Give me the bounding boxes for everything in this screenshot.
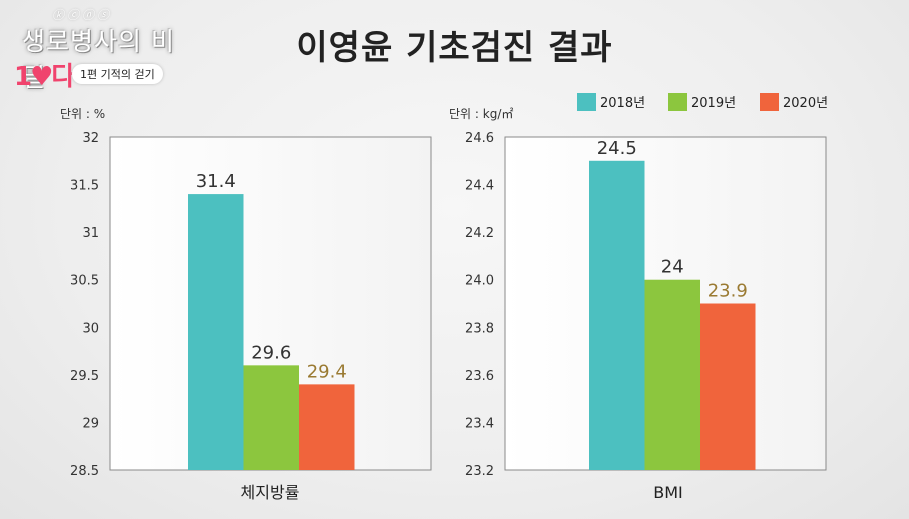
y-axis-ticks: 24.6 24.4 24.2 24.0 23.8 23.6 23.4 23.2 — [465, 131, 494, 479]
y-tick-label: 29 — [82, 416, 99, 431]
y-tick-label: 23.2 — [465, 464, 494, 479]
data-labels: 31.4 29.6 29.4 — [196, 171, 347, 382]
bar-2020년 — [700, 303, 756, 470]
bar-2018년 — [589, 160, 645, 471]
chart-bmi: 단위 : kg/㎡ 24.6 24.4 24.2 24.0 23.8 23.6 23.4 23… — [449, 107, 827, 502]
bar-2018년 — [188, 194, 244, 471]
y-tick-label: 28.5 — [70, 464, 99, 479]
data-label-2019년: 24 — [661, 257, 684, 278]
y-tick-label: 24.0 — [465, 274, 494, 289]
bar-2019년 — [644, 279, 700, 470]
legend-label-2018: 2018년 — [600, 96, 645, 111]
data-label-2019년: 29.6 — [251, 342, 291, 363]
y-tick-label: 24.6 — [465, 131, 494, 146]
legend-label-2020: 2020년 — [783, 96, 828, 111]
bar-2020년 — [299, 384, 355, 470]
chart-body-fat: 단위 : % 32 31.5 31 30.5 30 29.5 29 28.5 31.4 29.6… — [60, 107, 432, 502]
legend-swatch-2019 — [668, 93, 687, 111]
y-tick-label: 32 — [82, 131, 99, 146]
program-logo: ⓚⓒⓝⓢ 생로병사의 비밀 1♥다 1편 기적의 걷기 — [14, 6, 194, 92]
bars — [188, 194, 355, 471]
bars — [589, 160, 756, 471]
data-label-2018년: 31.4 — [196, 171, 236, 192]
bar-2019년 — [243, 365, 299, 470]
y-tick-label: 23.4 — [465, 416, 494, 431]
legend-swatch-2020 — [760, 93, 779, 111]
legend-label-2019: 2019년 — [691, 96, 736, 111]
category-label: 체지방률 — [241, 483, 300, 502]
y-tick-label: 30 — [82, 321, 99, 336]
program-title-logo: 생로병사의 비밀 — [22, 27, 175, 92]
program-mark-logo: 1♥다 — [14, 62, 75, 92]
y-tick-label: 23.6 — [465, 369, 494, 384]
episode-badge: 1편 기적의 걷기 — [72, 64, 163, 84]
y-tick-label: 24.4 — [465, 179, 494, 194]
y-axis-ticks: 32 31.5 31 30.5 30 29.5 29 28.5 — [70, 131, 99, 479]
data-labels: 24.5 24 23.9 — [597, 138, 748, 302]
category-label: BMI — [653, 483, 683, 502]
y-tick-label: 30.5 — [70, 274, 99, 289]
legend: 2018년 2019년 2020년 — [577, 93, 828, 111]
y-tick-label: 24.2 — [465, 226, 494, 241]
unit-label: 단위 : kg/㎡ — [449, 107, 513, 121]
unit-label: 단위 : % — [60, 107, 105, 121]
y-tick-label: 29.5 — [70, 369, 99, 384]
data-label-2018년: 24.5 — [597, 138, 637, 159]
broadcaster-logo-text: ⓚⓒⓝⓢ — [52, 8, 113, 22]
page-title: 이영윤 기초검진 결과 — [296, 28, 613, 68]
legend-swatch-2018 — [577, 93, 596, 111]
data-label-2020년: 29.4 — [307, 361, 347, 382]
data-label-2020년: 23.9 — [708, 281, 748, 302]
y-tick-label: 31 — [82, 226, 99, 241]
y-tick-label: 31.5 — [70, 179, 99, 194]
y-tick-label: 23.8 — [465, 321, 494, 336]
